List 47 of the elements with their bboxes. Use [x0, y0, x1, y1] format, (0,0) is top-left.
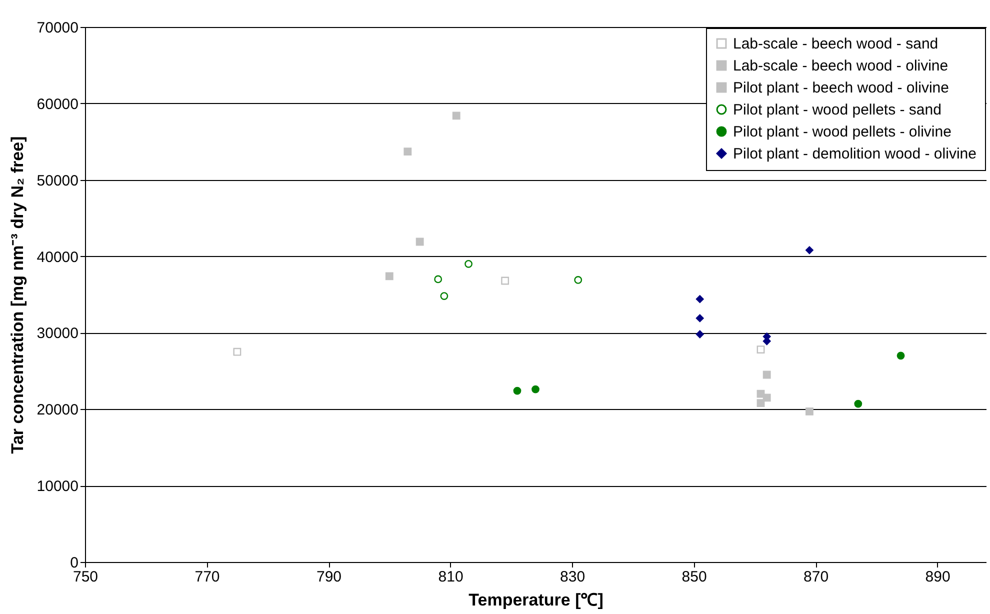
point	[440, 292, 448, 300]
point	[854, 400, 862, 408]
point	[416, 238, 424, 246]
x-tick-label: 750	[72, 568, 98, 586]
legend-label: Lab-scale - beech wood - sand	[733, 36, 938, 52]
x-tick-label: 890	[925, 568, 950, 586]
legend-label: Lab-scale - beech wood - olivine	[733, 58, 948, 74]
x-tick-label: 790	[316, 568, 342, 586]
x-tick-label: 770	[194, 568, 220, 586]
point	[464, 260, 472, 268]
x-tick-label: 810	[438, 568, 464, 586]
y-tick-label: 0	[70, 554, 78, 572]
point	[806, 246, 814, 254]
point	[385, 272, 394, 280]
x-tick-label: 870	[804, 568, 829, 586]
y-tick-label: 50000	[36, 172, 78, 190]
point	[404, 148, 412, 156]
point	[501, 276, 510, 285]
point	[806, 407, 814, 416]
point	[696, 314, 704, 322]
y-tick-label: 70000	[36, 20, 78, 36]
point	[532, 385, 540, 394]
point	[233, 348, 242, 356]
legend-label: Pilot plant - beech wood - olivine	[733, 80, 949, 96]
point	[574, 276, 582, 284]
legend-label: Pilot plant - wood pellets - sand	[733, 102, 942, 118]
y-tick-label: 30000	[36, 325, 78, 342]
point	[896, 352, 905, 360]
y-axis-title: Tar concentration [mg nm⁻³ dry N₂ free]	[8, 136, 27, 454]
x-tick-label: 830	[560, 568, 586, 586]
point	[696, 330, 704, 338]
point	[452, 112, 460, 120]
y-tick-label: 60000	[36, 96, 78, 113]
point	[696, 295, 704, 304]
point	[762, 370, 771, 379]
y-tick-label: 10000	[36, 478, 78, 496]
point	[513, 386, 522, 395]
point	[434, 275, 442, 284]
x-tick-label: 850	[682, 568, 707, 586]
legend-label: Pilot plant - demolition wood - olivine	[733, 146, 976, 162]
y-tick-label: 40000	[36, 248, 78, 266]
legend-label: Pilot plant - wood pellets - olivine	[733, 124, 952, 140]
point	[756, 346, 765, 354]
point	[756, 399, 765, 407]
x-axis-title: Temperature [℃]	[468, 590, 604, 610]
point	[756, 390, 765, 398]
y-tick-label: 20000	[36, 402, 78, 419]
